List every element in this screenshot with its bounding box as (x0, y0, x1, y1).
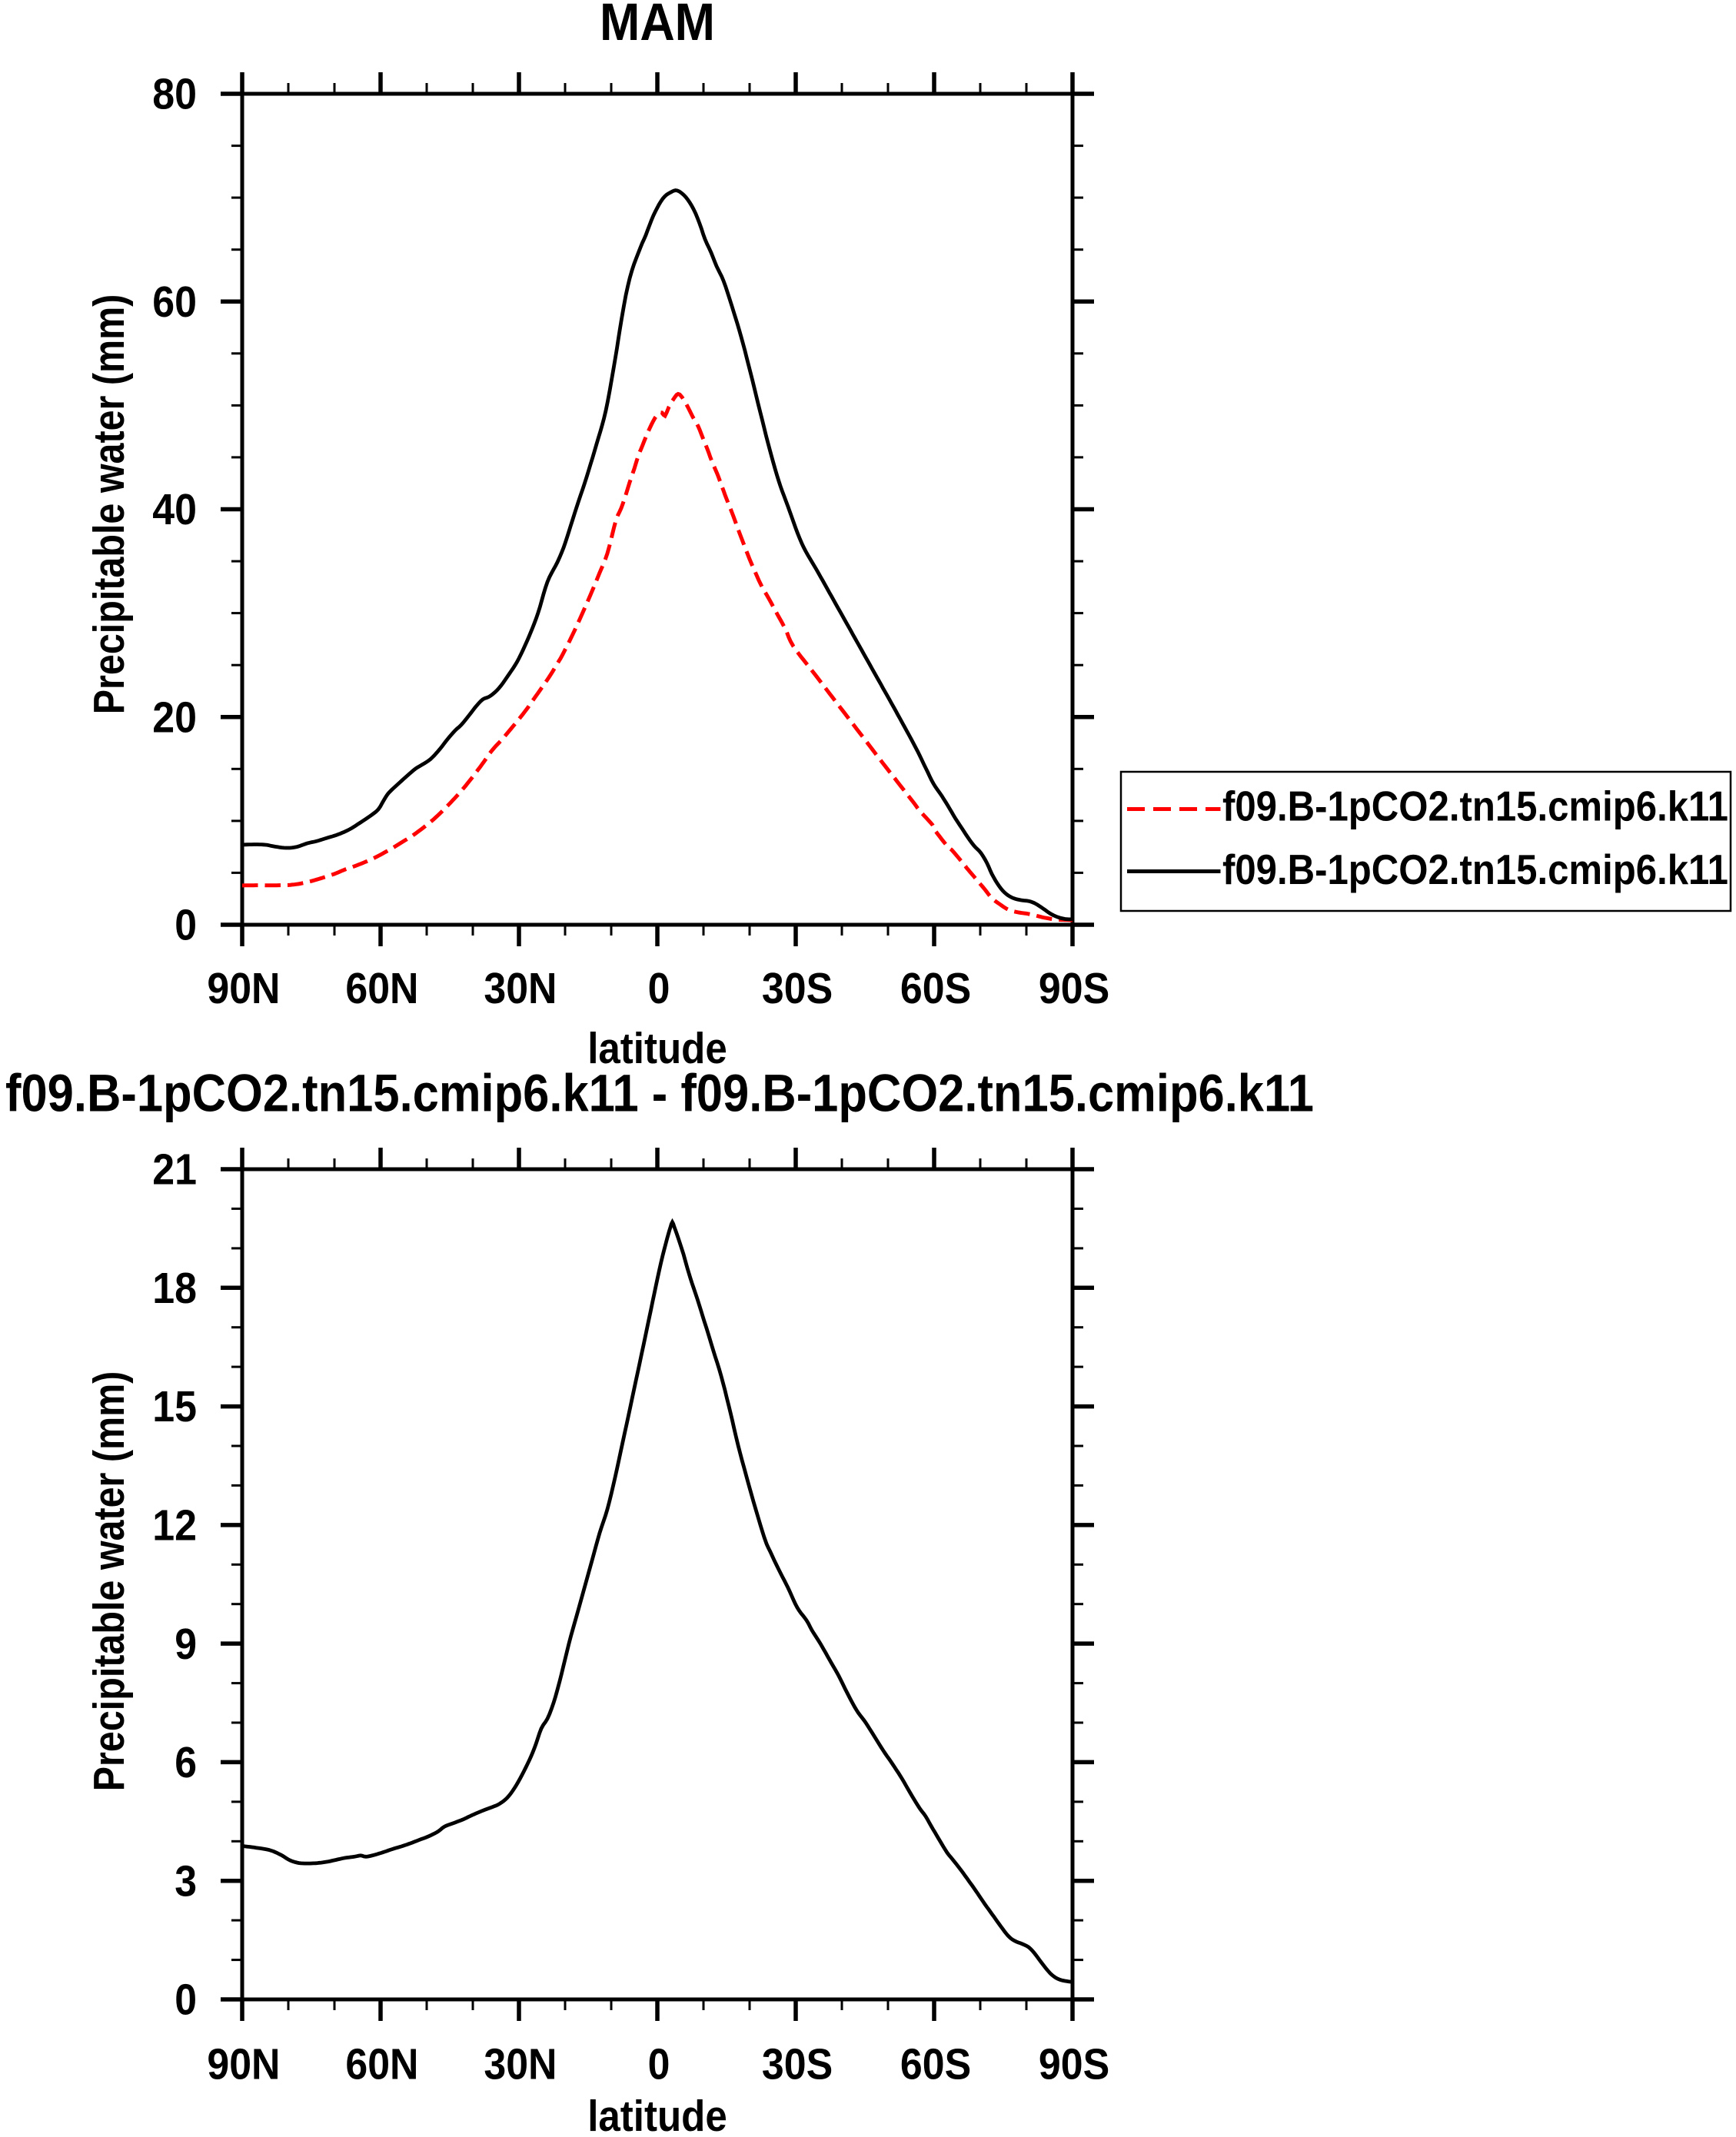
svg-text:9: 9 (175, 1620, 197, 1669)
svg-text:12: 12 (152, 1501, 197, 1550)
svg-text:latitude: latitude (587, 2092, 727, 2137)
svg-text:f09.B-1pCO2.tn15.cmip6.k11: f09.B-1pCO2.tn15.cmip6.k11 (1222, 783, 1728, 830)
svg-text:60: 60 (152, 278, 197, 327)
svg-text:f09.B-1pCO2.tn15.cmip6.k11: f09.B-1pCO2.tn15.cmip6.k11 (1222, 846, 1728, 893)
svg-text:30N: 30N (484, 964, 557, 1013)
svg-text:90S: 90S (1039, 2040, 1109, 2089)
svg-text:40: 40 (152, 485, 197, 534)
svg-text:f09.B-1pCO2.tn15.cmip6.k11 - f: f09.B-1pCO2.tn15.cmip6.k11 - f09.B-1pCO2… (5, 1065, 1314, 1123)
svg-text:latitude: latitude (587, 1024, 727, 1073)
svg-text:60N: 60N (345, 2040, 418, 2089)
svg-text:0: 0 (175, 901, 197, 950)
svg-text:15: 15 (152, 1382, 197, 1431)
svg-text:6: 6 (175, 1738, 197, 1787)
svg-text:21: 21 (152, 1145, 197, 1195)
svg-text:30N: 30N (484, 2040, 557, 2089)
svg-text:30S: 30S (762, 964, 833, 1013)
svg-text:0: 0 (648, 964, 670, 1013)
svg-text:3: 3 (175, 1856, 197, 1906)
svg-text:90N: 90N (207, 2040, 280, 2089)
svg-text:0: 0 (648, 2040, 670, 2089)
svg-text:60S: 60S (900, 2040, 971, 2089)
svg-text:0: 0 (175, 1976, 197, 2025)
svg-text:MAM: MAM (600, 0, 715, 52)
svg-text:90N: 90N (207, 964, 280, 1013)
svg-text:18: 18 (152, 1264, 197, 1313)
svg-text:Precipitable water (mm): Precipitable water (mm) (85, 1371, 134, 1792)
svg-text:80: 80 (152, 70, 197, 119)
svg-text:30S: 30S (762, 2040, 833, 2089)
svg-text:60N: 60N (345, 964, 418, 1013)
svg-text:20: 20 (152, 693, 197, 742)
svg-text:Precipitable water (mm): Precipitable water (mm) (85, 294, 134, 715)
svg-text:90S: 90S (1039, 964, 1109, 1013)
svg-text:60S: 60S (900, 964, 971, 1013)
